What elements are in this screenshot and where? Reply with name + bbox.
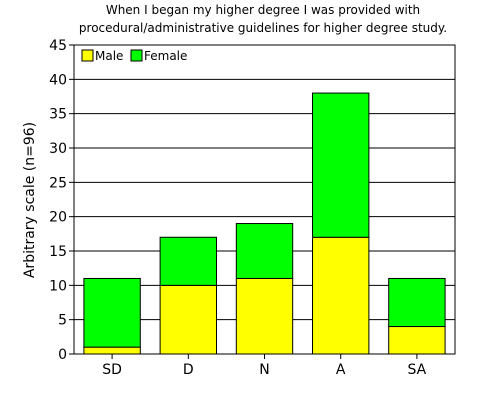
legend-swatch-female bbox=[130, 49, 143, 62]
x-tick-label-n: N bbox=[259, 362, 269, 378]
bar-male-sa bbox=[388, 326, 446, 355]
x-tick-label-d: D bbox=[183, 362, 194, 378]
axes: 0 5 10 15 20 25 30 35 40 45 SD D N A SA bbox=[49, 38, 456, 378]
y-axis-title: Arbitrary scale (n=96) bbox=[22, 122, 38, 278]
y-tick-label-35: 35 bbox=[49, 107, 67, 123]
bar-male-sd bbox=[83, 346, 141, 355]
y-tick-label-40: 40 bbox=[49, 72, 67, 88]
bar-series bbox=[83, 92, 446, 355]
y-tick-label-45: 45 bbox=[49, 38, 67, 54]
bar-female-sd bbox=[83, 277, 141, 348]
bar-male-d bbox=[159, 284, 217, 355]
y-tick-label-15: 15 bbox=[49, 244, 67, 260]
bar-female-n bbox=[235, 223, 294, 279]
y-tick-label-0: 0 bbox=[58, 347, 67, 363]
chart-title-line-2: procedural/administrative guidelines for… bbox=[79, 21, 447, 35]
x-tick-label-a: A bbox=[336, 362, 346, 378]
y-tick-label-5: 5 bbox=[58, 313, 67, 329]
chart-title-line-1: When I began my higher degree I was prov… bbox=[106, 3, 420, 17]
legend: Male Female bbox=[81, 49, 187, 63]
legend-label-female: Female bbox=[144, 49, 187, 63]
bar-male-n bbox=[235, 277, 294, 355]
bar-male-a bbox=[312, 236, 370, 355]
bar-female-d bbox=[159, 236, 217, 286]
x-tick-label-sd: SD bbox=[102, 362, 122, 378]
legend-label-male: Male bbox=[95, 49, 123, 63]
y-tick-label-20: 20 bbox=[49, 210, 67, 226]
plot-frame bbox=[73, 44, 456, 355]
legend-swatch-male bbox=[81, 49, 94, 62]
x-tick-label-sa: SA bbox=[408, 362, 427, 378]
bar-female-a bbox=[312, 92, 370, 238]
bar-female-sa bbox=[388, 277, 446, 328]
y-tick-label-25: 25 bbox=[49, 175, 67, 191]
y-tick-label-30: 30 bbox=[49, 141, 67, 157]
y-tick-label-10: 10 bbox=[49, 278, 67, 294]
